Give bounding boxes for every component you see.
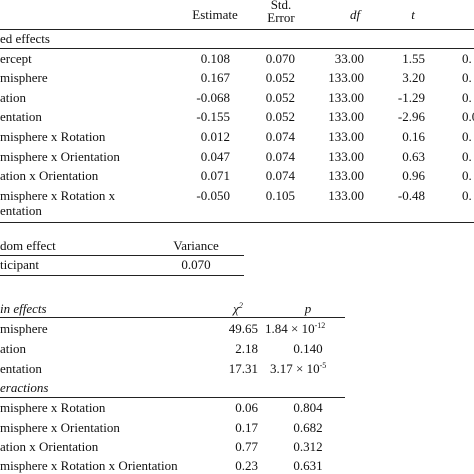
row-label-rotation: ation [0,90,26,105]
cell-p: 0.804 [293,400,323,415]
cell-df: 133.00 [328,149,364,164]
header-main-effects: in effects [0,301,47,316]
header-variance: Variance [173,238,219,253]
cell-p-clipped: 0. [462,168,472,183]
cell-p: 0.682 [293,420,323,435]
row-label-hemisphere: misphere [0,70,48,85]
header-std-error-line1: Std. [270,0,292,12]
cell-estimate: -0.050 [196,188,230,203]
header-random-effect: dom effect [0,238,56,253]
row-label-participant: ticipant [0,257,39,272]
cell-df: 33.00 [334,51,364,66]
cell-se: 0.074 [265,149,295,164]
cell-p-clipped: 0. [462,149,472,164]
row-label-three-way-line2: entation [0,203,42,218]
random-bottom-rule [0,275,244,276]
row-label-hemisphere-x-rotation: misphere x Rotation [0,129,106,144]
row-label-hemisphere-x-rotation: misphere x Rotation [0,400,106,415]
cell-t: 0.63 [402,149,425,164]
cell-p-clipped: 0. [462,70,472,85]
cell-estimate: 0.071 [200,168,230,183]
row-label-three-way-line1: misphere x Rotation x [0,188,116,203]
cell-p-clipped: 0. [462,129,472,144]
cell-t: 1.55 [402,51,425,66]
cell-df: 133.00 [328,70,364,85]
cell-estimate: 0.012 [200,129,230,144]
cell-p: 3.17 × 10-5 [270,361,327,376]
row-label-intercept: ercept [0,51,32,66]
header-rule [0,29,474,30]
cell-se: 0.052 [265,70,295,85]
row-label-three-way: misphere x Rotation x Orientation [0,458,178,473]
header-df: df [349,7,361,22]
row-label-rotation-x-orientation: ation x Orientation [0,439,99,454]
cell-t: 0.96 [402,168,425,183]
row-label-hemisphere-x-orientation: misphere x Orientation [0,149,120,164]
interactions-rule [0,397,345,398]
row-label-orientation: entation [0,109,42,124]
cell-estimate: -0.155 [196,109,230,124]
cell-p: 1.84 × 10-12 [265,321,326,336]
cell-chi: 2.18 [235,341,258,356]
cell-p-clipped: 0. [462,188,472,203]
cell-chi: 0.17 [235,420,258,435]
header-estimate: Estimate [192,7,238,22]
header-std-error-line2: Error [267,10,295,25]
cell-se: 0.074 [265,168,295,183]
cell-p: 0.312 [293,439,323,454]
cell-estimate: -0.068 [196,90,230,105]
cell-estimate: 0.167 [200,70,230,85]
cell-t: 3.20 [402,70,425,85]
header-chi-square: χ2 [233,301,243,316]
cell-t: -1.29 [397,90,425,105]
cell-chi: 0.06 [235,400,258,415]
row-label-hemisphere: misphere [0,321,48,336]
header-t: t [411,7,415,22]
cell-chi: 0.23 [235,458,258,473]
cell-t: 0.16 [402,129,425,144]
fixed-table-bottom-rule [0,222,474,223]
header-p: p [304,301,312,316]
cell-df: 133.00 [328,188,364,203]
cell-t: -0.48 [397,188,425,203]
section-fixed-effects: ed effects [0,31,50,46]
cell-df: 133.00 [328,168,364,183]
cell-estimate: 0.108 [200,51,230,66]
cell-se: 0.074 [265,129,295,144]
cell-se: 0.105 [265,188,295,203]
cell-p: 0.140 [293,341,323,356]
anova-header-rule [0,317,345,318]
section-interactions: eractions [0,380,49,395]
cell-chi: 0.77 [235,439,258,454]
cell-chi: 49.65 [228,321,258,336]
cell-variance: 0.070 [181,257,211,272]
cell-p-clipped: 0. [462,90,472,105]
cell-se: 0.052 [265,109,295,124]
row-label-rotation-x-orientation: ation x Orientation [0,168,99,183]
cell-chi: 17.31 [228,361,258,376]
cell-estimate: 0.047 [200,149,230,164]
cell-p-clipped: 0. [462,51,472,66]
cell-t: -2.96 [397,109,425,124]
cell-p-clipped: 0.0 [462,109,474,124]
cell-df: 133.00 [328,129,364,144]
row-label-hemisphere-x-orientation: misphere x Orientation [0,420,120,435]
cell-se: 0.070 [265,51,295,66]
cell-p: 0.631 [293,458,323,473]
cell-df: 133.00 [328,109,364,124]
row-label-rotation: ation [0,341,26,356]
random-header-rule [0,255,244,256]
section-rule [0,48,474,49]
row-label-orientation: entation [0,361,42,376]
cell-se: 0.052 [265,90,295,105]
cell-df: 133.00 [328,90,364,105]
